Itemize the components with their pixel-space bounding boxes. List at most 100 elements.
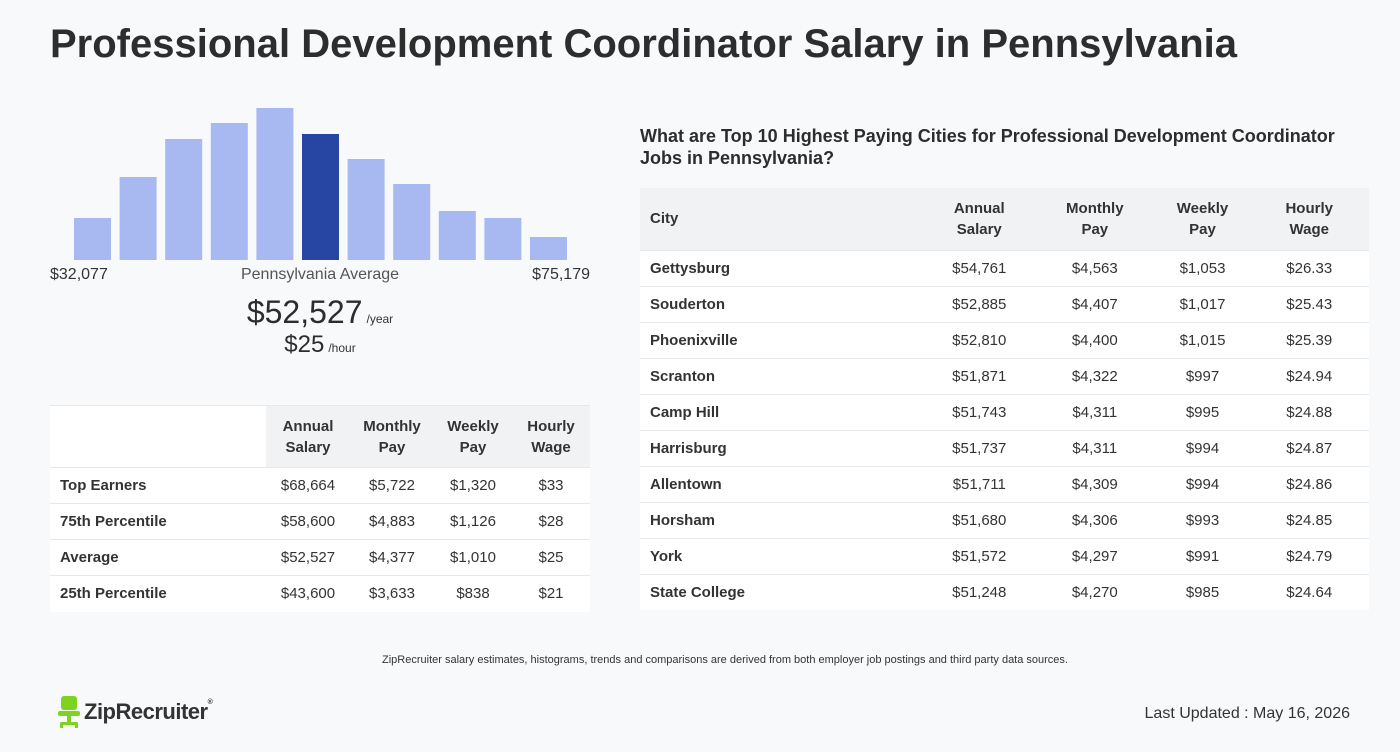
cities-table: City Annual Salary Monthly Pay Weekly Pa…: [640, 188, 1369, 610]
table-row: Average $52,527 $4,377 $1,010 $25: [50, 539, 590, 576]
weekly-cell: $1,053: [1179, 259, 1226, 277]
annual-unit: /year: [366, 312, 394, 326]
histogram-bar: [347, 159, 385, 260]
table-row: Harrisburg $51,737 $4,311 $994 $24.87: [640, 430, 1369, 466]
annual-cell: $52,885: [952, 295, 1007, 313]
page-title: Professional Development Coordinator Sal…: [50, 22, 1238, 66]
percentile-table-header: Annual Salary Monthly Pay Weekly Pay Hou…: [50, 405, 590, 468]
monthly-cell: $4,270: [1071, 583, 1118, 601]
salary-histogram: [50, 95, 590, 260]
table-row: State College $51,248 $4,270 $985 $24.64: [640, 574, 1369, 610]
header-blank: [50, 405, 266, 468]
histogram-bar: [165, 139, 203, 260]
histogram-bar: [210, 123, 248, 260]
chair-icon: [58, 696, 80, 728]
average-hourly: $25/hour: [50, 331, 590, 359]
annual-cell: $51,743: [952, 403, 1007, 421]
range-high-label: $75,179: [532, 266, 590, 283]
header-annual: Annual Salary: [953, 199, 1005, 238]
hourly-cell: $26.33: [1286, 259, 1333, 277]
hourly-cell: $24.94: [1286, 367, 1333, 385]
histogram-bar-highlight: [302, 134, 339, 260]
hourly-cell: $24.87: [1286, 439, 1333, 457]
weekly-cell: $1,320: [450, 477, 496, 494]
average-annual: $52,527/year: [50, 294, 590, 331]
hourly-unit: /hour: [328, 341, 356, 355]
ziprecruiter-logo[interactable]: ZipRecruiter®: [58, 696, 213, 728]
row-label: Top Earners: [60, 477, 147, 494]
monthly-cell: $4,311: [1072, 439, 1118, 457]
histogram-bar: [74, 218, 111, 260]
monthly-cell: $4,400: [1071, 331, 1118, 349]
city-name: Horsham: [650, 511, 716, 529]
monthly-cell: $4,309: [1071, 475, 1118, 493]
header-weekly: Weekly Pay: [434, 405, 512, 468]
monthly-cell: $4,322: [1071, 367, 1118, 385]
weekly-cell: $993: [1185, 511, 1220, 529]
city-name: York: [650, 547, 683, 565]
weekly-cell: $1,010: [450, 549, 496, 566]
monthly-cell: $4,297: [1071, 547, 1118, 565]
table-row: 75th Percentile $58,600 $4,883 $1,126 $28: [50, 503, 590, 540]
annual-cell: $58,600: [280, 513, 336, 530]
city-name: Harrisburg: [650, 439, 727, 457]
histogram-bar: [484, 218, 522, 260]
table-row: Souderton $52,885 $4,407 $1,017 $25.43: [640, 286, 1369, 322]
annual-cell: $52,527: [280, 549, 336, 566]
annual-cell: $51,871: [952, 367, 1007, 385]
annual-cell: $54,761: [952, 259, 1007, 277]
weekly-cell: $985: [1185, 583, 1220, 601]
weekly-cell: $997: [1185, 367, 1220, 385]
hourly-cell: $25: [538, 549, 564, 566]
table-row: Gettysburg $54,761 $4,563 $1,053 $26.33: [640, 250, 1369, 286]
table-row: Camp Hill $51,743 $4,311 $995 $24.88: [640, 394, 1369, 430]
city-name: Scranton: [650, 367, 716, 385]
table-row: Scranton $51,871 $4,322 $997 $24.94: [640, 358, 1369, 394]
header-hourly: Hourly Wage: [512, 405, 590, 468]
hourly-cell: $24.86: [1286, 475, 1333, 493]
table-row: Allentown $51,711 $4,309 $994 $24.86: [640, 466, 1369, 502]
hourly-cell: $24.85: [1286, 511, 1333, 529]
annual-cell: $68,664: [280, 477, 336, 494]
hourly-cell: $24.88: [1286, 403, 1333, 421]
weekly-cell: $838: [456, 585, 490, 603]
city-name: Gettysburg: [650, 259, 731, 277]
annual-cell: $51,248: [952, 583, 1007, 601]
annual-cell: $51,572: [952, 547, 1007, 565]
cities-table-header: City Annual Salary Monthly Pay Weekly Pa…: [640, 188, 1369, 250]
hourly-cell: $33: [538, 477, 564, 494]
table-row: Horsham $51,680 $4,306 $993 $24.85: [640, 502, 1369, 538]
annual-cell: $51,737: [952, 439, 1007, 457]
histogram-bar: [393, 184, 431, 260]
monthly-cell: $3,633: [369, 585, 415, 603]
table-row: 25th Percentile $43,600 $3,633 $838 $21: [50, 575, 590, 612]
header-weekly: Weekly Pay: [1176, 199, 1229, 238]
header-monthly: Monthly Pay: [350, 405, 434, 468]
monthly-cell: $4,407: [1071, 295, 1118, 313]
registered-mark: ®: [207, 699, 213, 706]
histogram-bar: [438, 211, 476, 260]
hourly-cell: $25.39: [1286, 331, 1333, 349]
average-label: Pennsylvania Average: [240, 266, 400, 283]
brand-name: ZipRecruiter®: [84, 699, 213, 725]
brand-text: ZipRecruiter: [84, 699, 208, 724]
city-name: State College: [650, 583, 746, 601]
average-hourly-value: $25: [284, 331, 325, 358]
monthly-cell: $4,563: [1071, 259, 1118, 277]
hourly-cell: $28: [538, 513, 564, 530]
last-updated: Last Updated : May 16, 2026: [1144, 705, 1350, 722]
average-annual-value: $52,527: [246, 294, 363, 330]
monthly-cell: $4,883: [369, 513, 415, 530]
hourly-cell: $24.64: [1286, 583, 1333, 601]
weekly-cell: $1,017: [1179, 295, 1226, 313]
weekly-cell: $995: [1185, 403, 1220, 421]
histogram-bar: [256, 108, 294, 260]
monthly-cell: $5,722: [369, 477, 415, 494]
histogram-chart: [74, 108, 567, 260]
table-row: Top Earners $68,664 $5,722 $1,320 $33: [50, 467, 590, 504]
weekly-cell: $1,015: [1179, 331, 1226, 349]
weekly-cell: $994: [1185, 439, 1220, 457]
monthly-cell: $4,306: [1071, 511, 1118, 529]
hourly-cell: $21: [538, 585, 564, 603]
header-annual: Annual Salary: [266, 405, 350, 468]
